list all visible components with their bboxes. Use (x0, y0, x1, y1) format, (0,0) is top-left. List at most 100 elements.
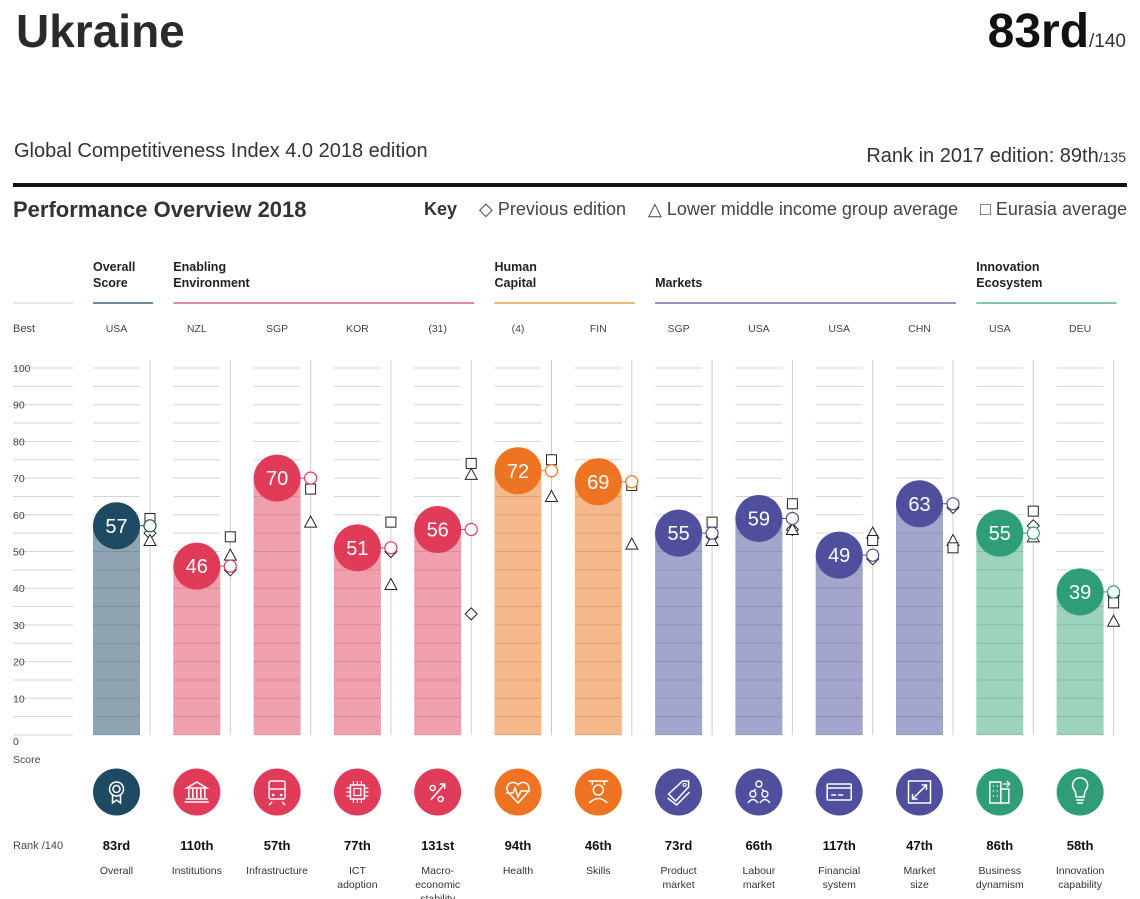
pillar-name: adoption (337, 879, 377, 891)
current-score-marker (1106, 585, 1121, 599)
pillar-icon-badge (735, 768, 783, 816)
pillar-name: Infrastructure (246, 865, 308, 877)
best-performer: SGP (668, 323, 690, 335)
group-label: Capital (495, 276, 537, 290)
group-label: Environment (173, 276, 250, 290)
square-icon: □ (980, 199, 991, 219)
pillar-name: size (910, 879, 929, 891)
previous-rank-label: Rank in 2017 edition: 89th (866, 145, 1099, 167)
best-performer: (31) (428, 323, 447, 335)
pillar-market-size: CHN 63 47th Market size (896, 323, 960, 891)
score-bar (735, 518, 783, 735)
best-label: Best (13, 323, 35, 335)
pillar-icon-badge (815, 768, 863, 816)
pillar-rank: 77th (344, 838, 371, 853)
pillar-labour-market: USA 59 66th Labour market (735, 323, 800, 891)
current-score-marker (544, 464, 559, 478)
y-tick-label: 0 (13, 736, 19, 748)
legend-label: Lower middle income group average (666, 199, 959, 219)
best-performer: CHN (908, 323, 931, 335)
pillar-icon-badge (333, 768, 381, 816)
score-bar (253, 478, 301, 735)
pillar-icon-badge (494, 768, 542, 816)
score-label: 46 (186, 556, 208, 578)
previous-rank: Rank in 2017 edition: 89th/135 (866, 145, 1126, 168)
score-bar (1056, 591, 1104, 735)
pillar-rank: 58th (1067, 838, 1094, 853)
pillar-name: Financial (818, 865, 860, 877)
pillar-icon-badge (253, 768, 301, 816)
score-label: 70 (266, 468, 288, 490)
pillar-name: Macro- (421, 865, 454, 877)
score-bar (655, 533, 703, 735)
legend: Key ◇ Previous edition △ Lower middle in… (424, 199, 1127, 220)
region-average-marker (546, 454, 557, 466)
pillar-ict-adoption: KOR 51 77th ICT adoption (333, 323, 398, 891)
pillar-name: system (823, 879, 857, 891)
score-bubble (896, 480, 943, 528)
score-bubble (173, 542, 221, 590)
pillar-name: dynamism (976, 879, 1024, 891)
score-label: 39 (1069, 582, 1091, 604)
score-label: 55 (989, 523, 1011, 545)
pillar-rank: 46th (585, 838, 612, 853)
pillar-name: market (663, 879, 695, 891)
best-performer: USA (748, 323, 770, 335)
pillar-name: capability (1058, 879, 1103, 891)
best-performer: USA (828, 323, 850, 335)
legend-label: Previous edition (497, 199, 626, 219)
pillar-name: Innovation (1056, 865, 1105, 877)
score-bar (574, 481, 622, 735)
current-score-marker (304, 471, 318, 485)
building-icon (989, 780, 1011, 804)
best-performer: SGP (266, 323, 288, 335)
card-icon (826, 783, 852, 801)
people-icon (747, 780, 771, 804)
pillar-name: Institutions (172, 865, 222, 877)
pillar-name: Labour (743, 865, 776, 877)
y-tick-label: 60 (13, 510, 25, 522)
group-average-marker (464, 467, 479, 480)
diamond-icon: ◇ (479, 199, 493, 219)
legend-title: Key (424, 199, 458, 219)
score-bubble (333, 524, 381, 572)
pillar-rank: 73rd (665, 838, 693, 853)
pillar-macro-economic-stability: (31) 56 131st Macro-economic stability (414, 323, 479, 899)
pillar-name: Skills (586, 865, 611, 877)
region-average-marker (465, 457, 477, 469)
region-average-marker (1027, 505, 1039, 517)
best-performer: DEU (1069, 323, 1091, 335)
group-label: Score (93, 276, 128, 290)
pillar-icon-badge (1056, 768, 1104, 816)
group-label: Overall (93, 260, 135, 274)
score-bubble (976, 509, 1024, 557)
tag-icon (667, 780, 691, 806)
score-bar (414, 529, 462, 735)
expand-icon (907, 780, 932, 804)
pillar-health: (4) 72 94th Health (494, 323, 559, 877)
best-performer: FIN (590, 323, 607, 335)
chip-icon (346, 781, 369, 803)
score-bubble (1056, 568, 1104, 616)
pillar-infrastructure: SGP 70 57th Infrastructure (246, 323, 318, 877)
country-title: Ukraine (16, 5, 185, 57)
pillar-overall: USA 57 83rd Overall (93, 323, 157, 877)
score-bubble (494, 447, 542, 495)
y-tick-label: 50 (13, 547, 25, 559)
pillar-name: Market (903, 865, 935, 877)
region-average-marker (786, 498, 798, 510)
group-average-marker (1106, 614, 1121, 627)
region-average-marker (706, 516, 718, 528)
score-bar (173, 566, 221, 735)
bulb-icon (1071, 777, 1089, 804)
pillar-name: stability (420, 893, 456, 899)
group-label: Human (495, 260, 537, 274)
score-bubble (735, 494, 783, 542)
pillar-name: Health (503, 865, 534, 877)
pillar-name: Business (978, 865, 1021, 877)
score-bubble (93, 502, 140, 550)
group-average-marker (143, 533, 157, 546)
group-average-marker (303, 515, 318, 528)
